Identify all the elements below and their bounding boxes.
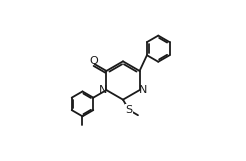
Text: O: O <box>89 56 98 66</box>
Text: S: S <box>125 105 133 115</box>
Text: N: N <box>98 85 107 95</box>
Text: N: N <box>139 85 148 95</box>
